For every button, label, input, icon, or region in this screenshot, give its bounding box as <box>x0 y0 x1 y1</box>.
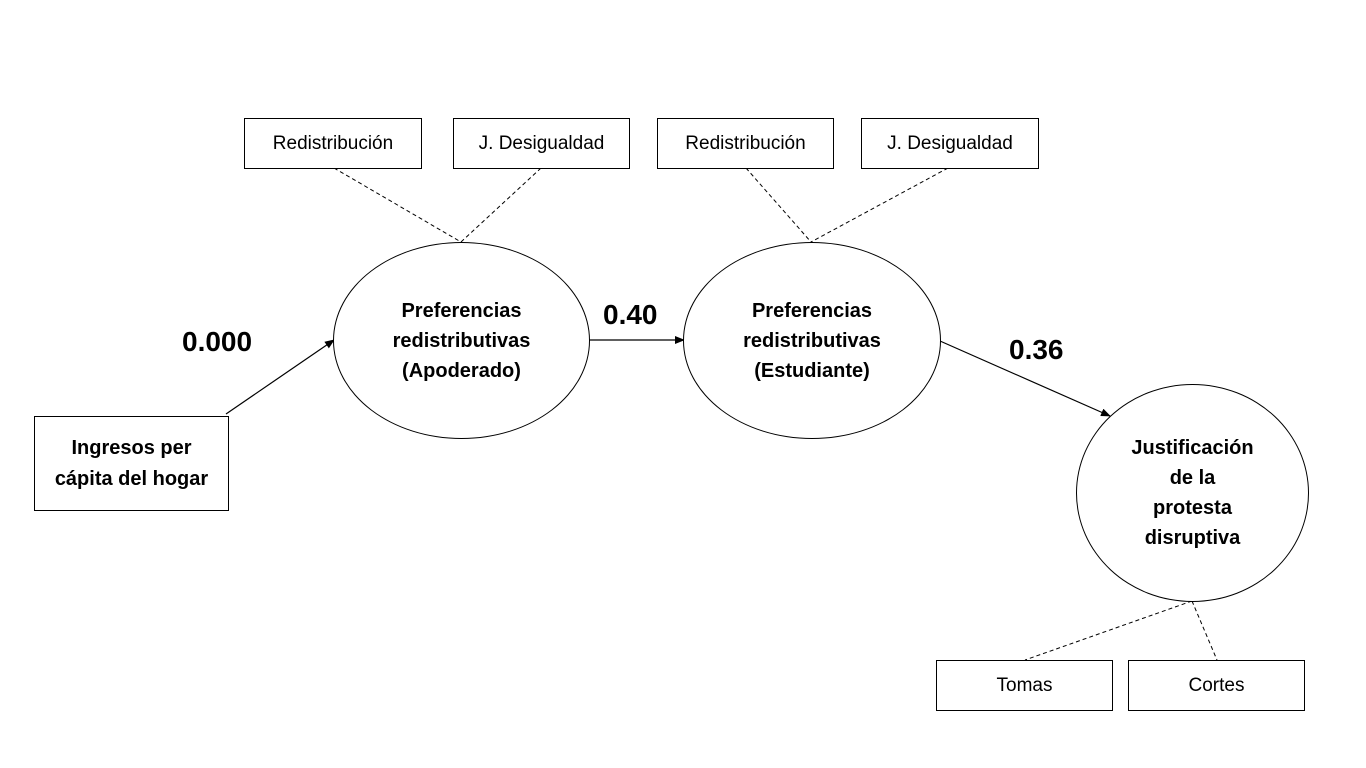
outcome-node-protest-justification: Justificación de la protesta disruptiva <box>1076 384 1309 602</box>
loading-line-outcome-cortes <box>1191 600 1218 661</box>
source-node-household-income: Ingresos per cápita del hogar <box>34 416 229 511</box>
path-coefficient-parent-student: 0.40 <box>603 299 658 330</box>
outcome-node-label: Justificación de la protesta disruptiva <box>1131 437 1254 549</box>
source-node-label: Ingresos per cápita del hogar <box>54 436 209 490</box>
indicator-box-parent-redistribucion: Redistribución <box>244 118 422 169</box>
path-arrow-student-to-outcome <box>939 340 1111 417</box>
latent-node-label: Preferencias redistributivas (Estudiante… <box>743 299 881 382</box>
path-coefficient-income-parent: 0.000 <box>182 326 253 357</box>
indicator-box-cortes: Cortes <box>1128 660 1305 711</box>
loading-line-parent-desigualdad <box>460 167 542 243</box>
loading-line-outcome-tomas <box>1024 600 1193 661</box>
indicator-box-parent-desigualdad: J. Desigualdad <box>453 118 630 169</box>
indicator-label: J. Desigualdad <box>478 132 605 154</box>
path-arrow-income-to-parent <box>225 339 335 415</box>
indicator-box-student-desigualdad: J. Desigualdad <box>861 118 1039 169</box>
indicator-label: Cortes <box>1188 674 1245 696</box>
latent-node-parent-preferences: Preferencias redistributivas (Apoderado) <box>333 242 590 439</box>
indicator-box-tomas: Tomas <box>936 660 1113 711</box>
indicator-label: Redistribución <box>272 132 394 154</box>
loading-line-student-desigualdad <box>810 167 949 243</box>
indicator-box-student-redistribucion: Redistribución <box>657 118 834 169</box>
indicator-label: Redistribución <box>685 132 806 154</box>
indicator-label: J. Desigualdad <box>887 132 1013 154</box>
latent-node-label: Preferencias redistributivas (Apoderado) <box>392 299 531 382</box>
loading-line-student-redistribucion <box>745 167 812 243</box>
loading-line-parent-redistribucion <box>333 167 462 243</box>
path-coefficient-student-outcome: 0.36 <box>1009 334 1064 365</box>
indicator-label: Tomas <box>996 674 1053 696</box>
latent-node-student-preferences: Preferencias redistributivas (Estudiante… <box>683 242 941 439</box>
